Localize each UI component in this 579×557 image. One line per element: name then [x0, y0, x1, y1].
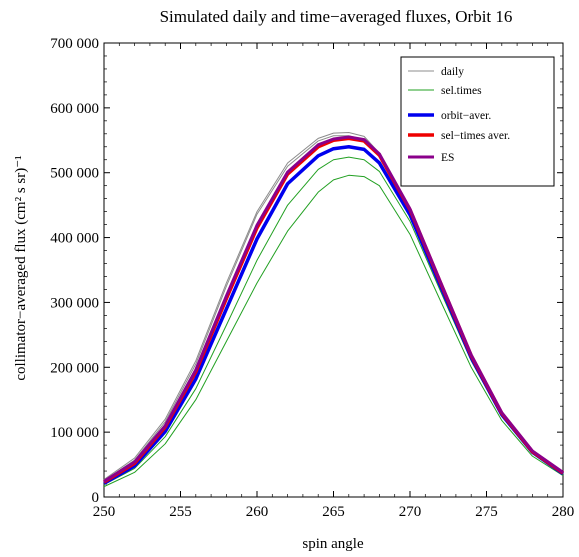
y-tick-label: 200 000: [50, 360, 99, 376]
series-line-5: [103, 136, 565, 484]
x-tick-labels: 250 255 260 265 270 275 280: [93, 504, 575, 520]
legend-label: sel.times: [441, 85, 482, 97]
legend: daily sel.times orbit−aver. sel−times aver.…: [400, 56, 555, 187]
y-tick-label: 0: [92, 490, 100, 506]
x-tick-label: 280: [552, 504, 575, 520]
axis-ticks: [103, 42, 564, 498]
series-line-2: [103, 174, 564, 488]
y-axis-title: collimator−averaged flux (cm² s sr)⁻¹: [13, 155, 29, 380]
series-layer: [103, 132, 565, 488]
series-line-3: [103, 156, 564, 486]
x-tick-label: 265: [322, 504, 345, 520]
plot-area: [103, 42, 565, 498]
x-tick-label: 255: [169, 504, 192, 520]
x-axis-title: spin angle: [302, 536, 364, 552]
legend-label: orbit−aver.: [441, 110, 491, 122]
legend-items: daily sel.times orbit−aver. sel−times aver.…: [408, 66, 510, 164]
y-tick-label: 300 000: [50, 295, 99, 311]
y-tick-labels: 0 100 000 200 000 300 000 400 000 500 000 600 …: [50, 36, 99, 506]
y-tick-label: 600 000: [50, 101, 99, 117]
x-tick-label: 270: [399, 504, 422, 520]
legend-label: sel−times aver.: [441, 130, 510, 142]
legend-label: daily: [441, 66, 464, 78]
x-tick-label: 250: [93, 504, 116, 520]
chart-title: Simulated daily and time−averaged fluxes…: [160, 7, 513, 26]
y-tick-label: 700 000: [50, 36, 99, 52]
y-tick-label: 400 000: [50, 231, 99, 247]
x-tick-label: 275: [475, 504, 498, 520]
legend-box: [400, 56, 555, 187]
series-line-1: [103, 135, 564, 482]
legend-label: ES: [441, 152, 454, 164]
y-tick-label: 100 000: [50, 425, 99, 441]
series-line-6: [103, 135, 564, 483]
x-tick-label: 260: [246, 504, 269, 520]
y-tick-label: 500 000: [50, 166, 99, 182]
